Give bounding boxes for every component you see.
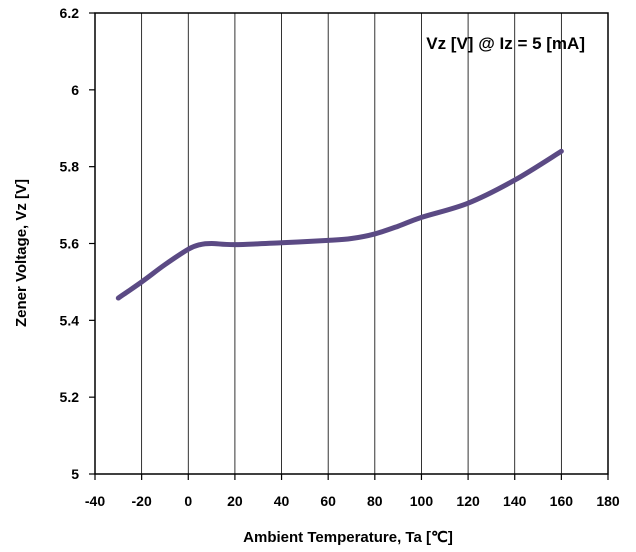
x-tick-label: 80 bbox=[367, 493, 383, 509]
x-tick-label: 0 bbox=[184, 493, 192, 509]
x-axis-title: Ambient Temperature, Ta [℃] bbox=[243, 529, 453, 546]
x-tick-label: 40 bbox=[274, 493, 290, 509]
y-tick-label: 5.8 bbox=[60, 159, 80, 175]
x-tick-label: 180 bbox=[596, 493, 620, 509]
x-tick-label: 120 bbox=[456, 493, 480, 509]
x-tick-label: 140 bbox=[503, 493, 527, 509]
y-tick-label: 5.4 bbox=[60, 312, 80, 328]
x-tick-label: 60 bbox=[320, 493, 336, 509]
y-tick-label: 6.2 bbox=[60, 5, 80, 21]
grid-lines bbox=[141, 13, 562, 474]
x-tick-label: 160 bbox=[550, 493, 574, 509]
x-tick-label: -20 bbox=[132, 493, 152, 509]
plot-area-frame bbox=[94, 12, 609, 475]
y-axis-title: Zener Voltage, Vz [V] bbox=[13, 179, 30, 327]
axis-ticks: -40 -20 0 20 40 60 80 100 120 140 160 180 5 5.2 5.4 5.6… bbox=[60, 5, 620, 509]
x-tick-label: -40 bbox=[85, 493, 105, 509]
chart-annotation: Vz [V] @ Iz = 5 [mA] bbox=[426, 34, 585, 53]
y-tick-label: 5 bbox=[71, 466, 79, 482]
x-tick-label: 100 bbox=[410, 493, 434, 509]
x-tick-label: 20 bbox=[227, 493, 243, 509]
series-group bbox=[115, 148, 564, 301]
y-tick-label: 6 bbox=[71, 82, 79, 98]
series-line bbox=[115, 148, 564, 301]
y-tick-label: 5.6 bbox=[60, 236, 80, 252]
y-tick-label: 5.2 bbox=[60, 389, 80, 405]
